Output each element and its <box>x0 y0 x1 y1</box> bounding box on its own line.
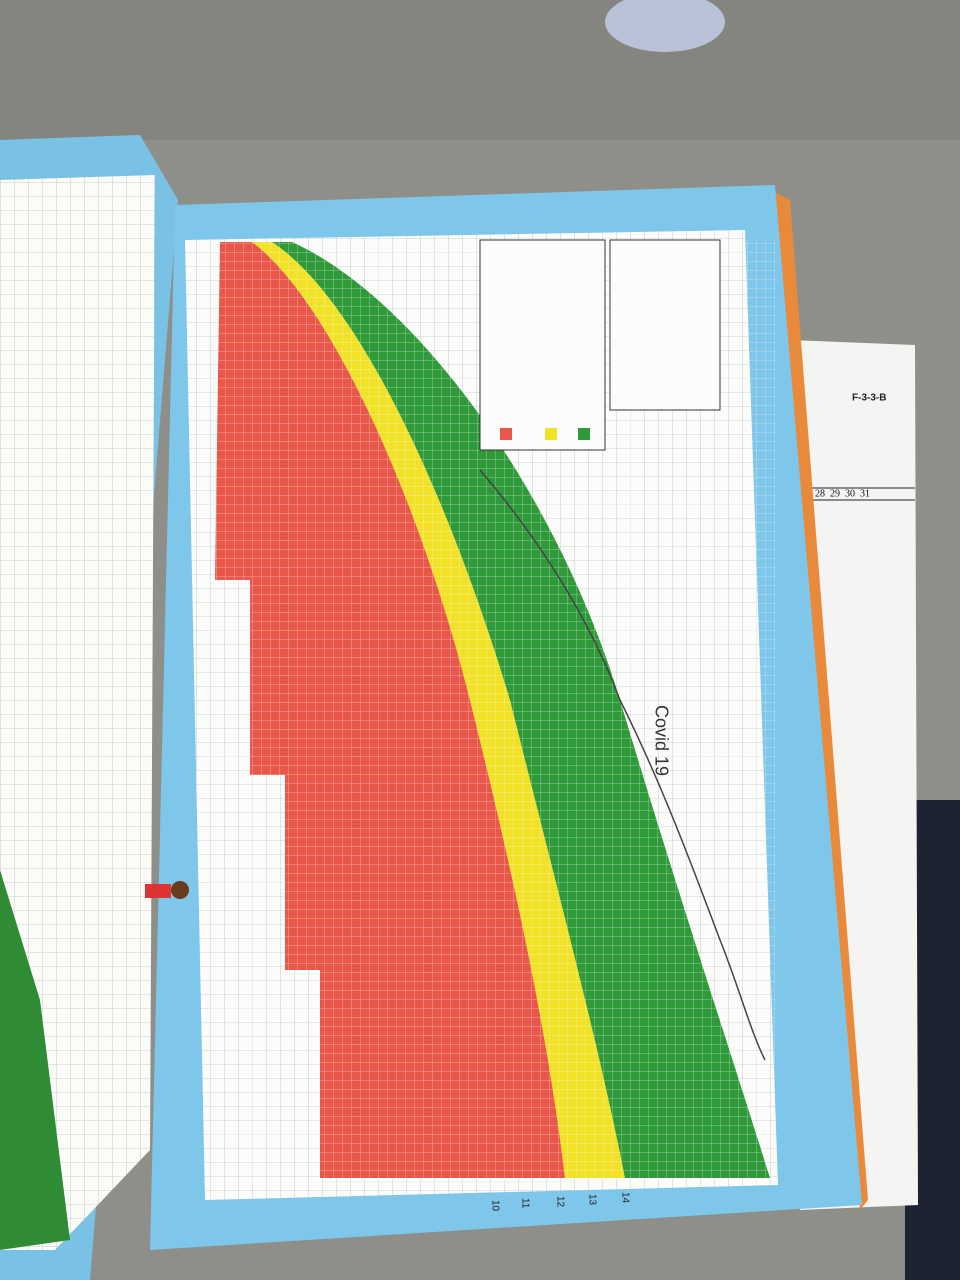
child-figure-body <box>145 884 171 898</box>
calendar-day: 31 <box>860 488 870 499</box>
axis-label: 14 <box>619 1192 630 1204</box>
calendar-day: 28 <box>815 488 825 499</box>
handwritten-note: Covid 19 <box>651 705 671 776</box>
axis-label: 11 <box>519 1198 530 1209</box>
legend-yellow <box>545 428 557 440</box>
legend-box <box>479 239 606 451</box>
axis-label: 10 <box>489 1200 500 1212</box>
legend-green <box>578 428 590 440</box>
info-box <box>609 239 721 411</box>
axis-label: 13 <box>586 1194 597 1206</box>
axis-label: 12 <box>554 1196 565 1208</box>
calendar-day: 29 <box>830 488 840 499</box>
shoe <box>605 0 725 52</box>
plotted-line <box>479 469 766 1061</box>
left-page-grid <box>0 175 155 1250</box>
form-code: F-3-3-B <box>852 393 886 404</box>
left-green-band <box>0 870 70 1250</box>
legend-red <box>500 428 512 440</box>
floor-shadow <box>0 0 960 140</box>
calendar-day: 30 <box>845 488 855 499</box>
child-figure <box>171 881 189 899</box>
